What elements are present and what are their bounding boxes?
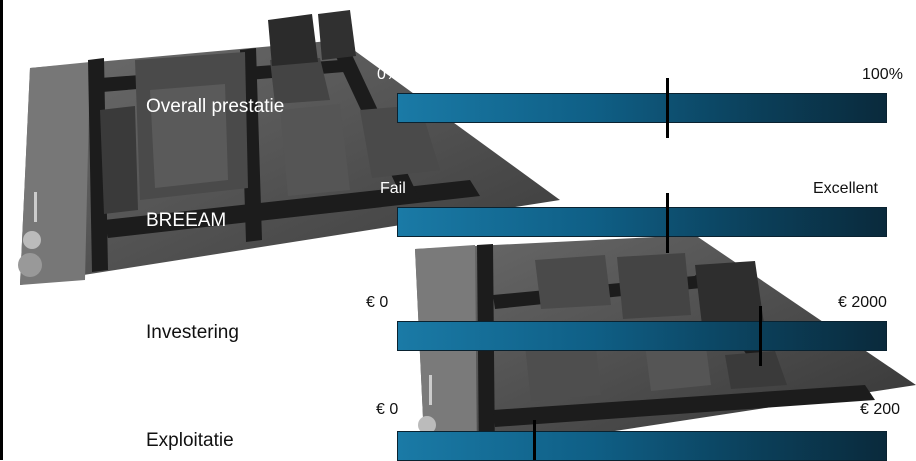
metric-bar — [397, 431, 887, 461]
metric-max-label: Excellent — [813, 180, 878, 197]
metric-min-label: € 0 — [376, 401, 399, 418]
metric-bar — [397, 321, 887, 351]
metric-bar — [397, 207, 887, 237]
left-border — [0, 0, 3, 460]
metric-min-label: 0% — [377, 66, 401, 83]
aerial-map-top[interactable] — [0, 0, 560, 290]
metric-max-label: € 2000 — [838, 294, 887, 311]
value-marker[interactable] — [758, 306, 762, 366]
metric-label: BREEAM — [146, 210, 227, 231]
metric-max-label: € 200 — [860, 401, 901, 418]
value-marker[interactable] — [533, 420, 537, 460]
value-marker[interactable] — [665, 193, 669, 253]
metric-min-label: € 0 — [366, 294, 389, 311]
value-marker[interactable] — [665, 78, 669, 138]
metric-label: Overall prestatie — [146, 96, 285, 117]
metric-label: Investering — [146, 322, 239, 343]
metric-max-label: 100% — [862, 66, 903, 83]
metric-min-label: Fail — [380, 180, 406, 197]
metric-bar — [397, 93, 887, 123]
metric-label: Exploitatie — [146, 430, 234, 451]
